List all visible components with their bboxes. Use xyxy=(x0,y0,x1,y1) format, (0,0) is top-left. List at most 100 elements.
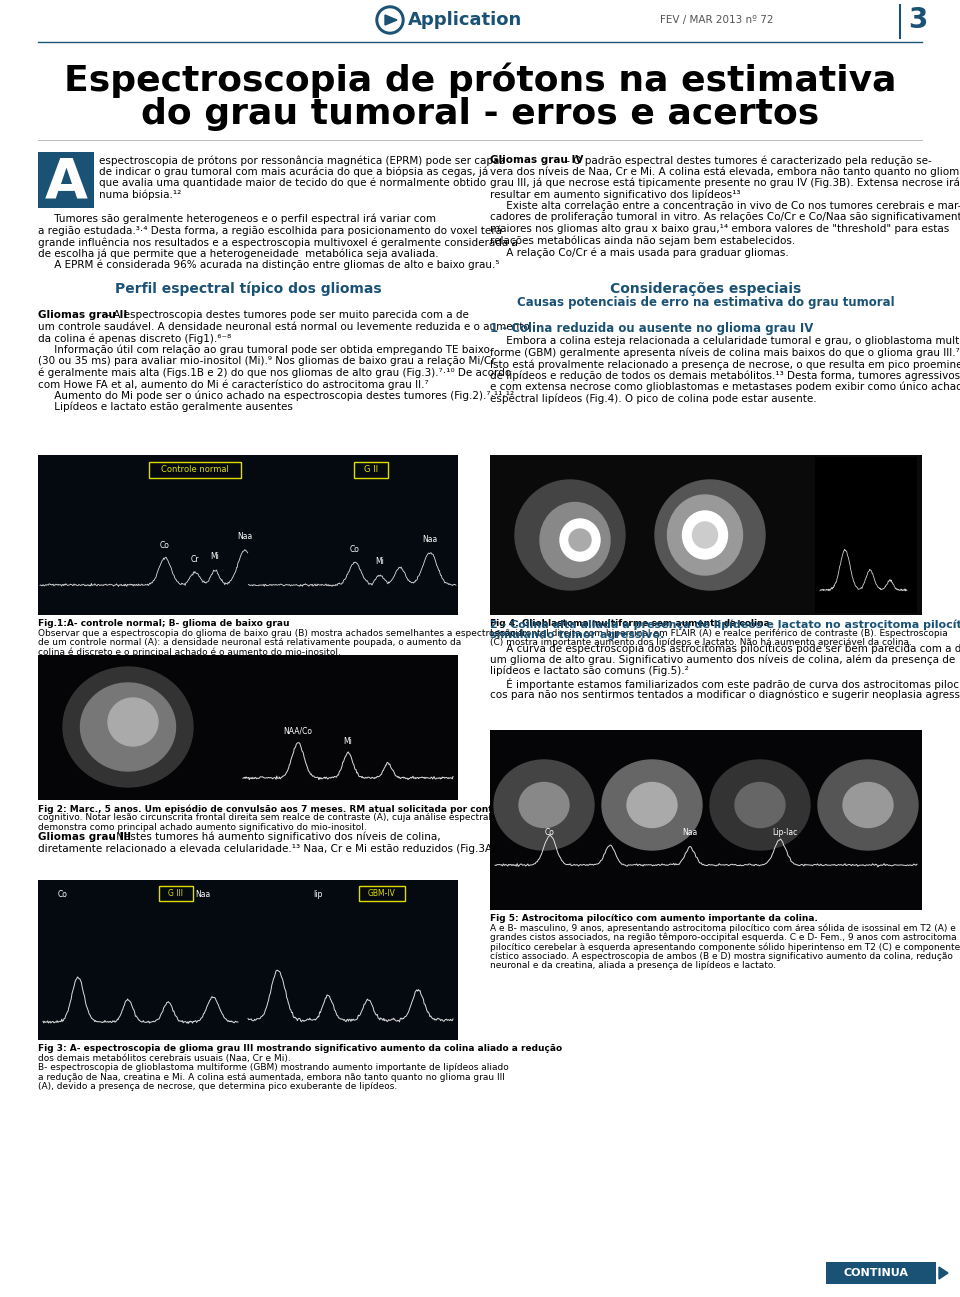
Text: pilocítico cerebelar à esquerda apresentando componente sólido hiperintenso em T: pilocítico cerebelar à esquerda apresent… xyxy=(490,943,960,952)
Text: Lip-lac: Lip-lac xyxy=(773,827,798,837)
Ellipse shape xyxy=(710,760,810,850)
Text: Controle normal: Controle normal xyxy=(161,466,228,475)
Text: de indicar o grau tumoral com mais acurácia do que a biópsia as cegas, já: de indicar o grau tumoral com mais acurá… xyxy=(99,166,489,176)
Text: A curva de espectroscopia dos astrocitomas pilocíticos pode ser bem parecida com: A curva de espectroscopia dos astrocitom… xyxy=(490,643,960,654)
Ellipse shape xyxy=(683,511,728,559)
Text: Gliomas grau IV: Gliomas grau IV xyxy=(490,156,584,165)
Text: - A espectroscopia destes tumores pode ser muito parecida com a de: - A espectroscopia destes tumores pode s… xyxy=(103,310,468,320)
Text: de lipídeos e redução de todos os demais metabólitos.¹³ Desta forma, tumores agr: de lipídeos e redução de todos os demais… xyxy=(490,371,960,381)
Text: Mi: Mi xyxy=(375,556,384,565)
Ellipse shape xyxy=(569,529,591,551)
Text: Gliomas grau III: Gliomas grau III xyxy=(38,831,132,842)
Ellipse shape xyxy=(627,782,677,827)
Text: forme (GBM) geralmente apresenta níveis de colina mais baixos do que o glioma gr: forme (GBM) geralmente apresenta níveis … xyxy=(490,348,960,358)
Bar xyxy=(38,655,458,800)
Text: maiores nos gliomas alto grau x baixo grau,¹⁴ embora valores de "threshold" para: maiores nos gliomas alto grau x baixo gr… xyxy=(490,224,949,233)
Text: A EPRM é considerada 96% acurada na distinção entre gliomas de alto e baixo grau: A EPRM é considerada 96% acurada na dist… xyxy=(38,259,499,271)
Text: - O padrão espectral destes tumores é caracterizado pela redução se-: - O padrão espectral destes tumores é ca… xyxy=(563,156,932,166)
FancyBboxPatch shape xyxy=(354,462,388,479)
Text: 2 - Colina alta aliada a presença de lipídeos e lactato no astrocitoma pilocític: 2 - Colina alta aliada a presença de lip… xyxy=(490,619,960,629)
Text: dos demais metabólitos cerebrais usuais (Naa, Cr e Mi).: dos demais metabólitos cerebrais usuais … xyxy=(38,1053,291,1062)
Text: um controle saudável. A densidade neuronal está normal ou levemente reduzida e o: um controle saudável. A densidade neuron… xyxy=(38,322,530,332)
Text: a região estudada.³·⁴ Desta forma, a região escolhida para posicionamento do vox: a região estudada.³·⁴ Desta forma, a reg… xyxy=(38,226,502,236)
Bar xyxy=(38,455,458,615)
Bar xyxy=(490,455,922,615)
Text: Naa: Naa xyxy=(196,890,210,899)
Text: Mi: Mi xyxy=(344,737,352,746)
Text: simulando tumor agressivo.: simulando tumor agressivo. xyxy=(490,630,664,639)
Ellipse shape xyxy=(515,480,625,590)
Text: Espectroscopia de prótons na estimativa: Espectroscopia de prótons na estimativa xyxy=(63,62,897,97)
Bar xyxy=(826,1262,936,1284)
Ellipse shape xyxy=(494,760,594,850)
Text: Lesão frontal direita com hipersinal em FLAIR (A) e realce periférico de contras: Lesão frontal direita com hipersinal em … xyxy=(490,629,948,638)
Text: a redução de Naa, creatina e Mi. A colina está aumentada, embora não tanto quant: a redução de Naa, creatina e Mi. A colin… xyxy=(38,1073,505,1082)
Text: Isto está provalmente relacionado a presença de necrose, o que resulta em pico p: Isto está provalmente relacionado a pres… xyxy=(490,359,960,370)
Text: que avalia uma quantidade maior de tecido do que é normalmente obtido: que avalia uma quantidade maior de tecid… xyxy=(99,178,486,188)
Text: relações metabólicas ainda não sejam bem estabelecidos.: relações metabólicas ainda não sejam bem… xyxy=(490,236,795,246)
Text: Fig.1:A- controle normal; B- glioma de baixo grau: Fig.1:A- controle normal; B- glioma de b… xyxy=(38,619,290,628)
Text: diretamente relacionado a elevada celularidade.¹³ Naa, Cr e Mi estão reduzidos (: diretamente relacionado a elevada celula… xyxy=(38,843,499,853)
Text: e com extensa necrose como glioblastomas e metastases podem exibir como único ac: e com extensa necrose como glioblastomas… xyxy=(490,383,960,393)
Bar xyxy=(38,879,458,1040)
Text: neuronal e da creatina, aliada a presença de lipídeos e lactato.: neuronal e da creatina, aliada a presenç… xyxy=(490,961,776,970)
Text: Co: Co xyxy=(545,827,555,837)
Text: Naa: Naa xyxy=(237,532,252,541)
Polygon shape xyxy=(939,1267,948,1279)
Text: G III: G III xyxy=(169,888,183,898)
Text: 1 - Colina reduzida ou ausente no glioma grau IV: 1 - Colina reduzida ou ausente no glioma… xyxy=(490,322,813,335)
Ellipse shape xyxy=(108,698,158,746)
Text: do grau tumoral - erros e acertos: do grau tumoral - erros e acertos xyxy=(141,97,819,131)
Text: Tumores são geralmente heterogeneos e o perfil espectral irá variar com: Tumores são geralmente heterogeneos e o … xyxy=(38,214,436,224)
Ellipse shape xyxy=(692,521,717,549)
Text: CONTINUA: CONTINUA xyxy=(844,1268,908,1278)
Text: Existe alta correlação entre a concentração in vivo de Co nos tumores cerebrais : Existe alta correlação entre a concentra… xyxy=(490,201,960,211)
Text: grau III, já que necrose está tipicamente presente no grau IV (Fig.3B). Extensa : grau III, já que necrose está tipicament… xyxy=(490,178,960,188)
Text: FEV / MAR 2013 nº 72: FEV / MAR 2013 nº 72 xyxy=(660,16,774,25)
Text: um glioma de alto grau. Significativo aumento dos níveis de colina, além da pres: um glioma de alto grau. Significativo au… xyxy=(490,655,955,665)
Ellipse shape xyxy=(818,760,918,850)
Text: cístico associado. A espectroscopia de ambos (B e D) mostra significativo aument: cístico associado. A espectroscopia de a… xyxy=(490,952,953,961)
Text: Perfil espectral típico dos gliomas: Perfil espectral típico dos gliomas xyxy=(114,281,381,297)
Text: 3: 3 xyxy=(908,6,927,34)
Text: Causas potenciais de erro na estimativa do grau tumoral: Causas potenciais de erro na estimativa … xyxy=(517,296,895,309)
Text: (C) mostra importante aumento dos lipídeos e lactato. Não há aumento apreciável : (C) mostra importante aumento dos lipíde… xyxy=(490,638,912,647)
Text: cos para não nos sentirmos tentados a modificar o diagnóstico e sugerir neoplasi: cos para não nos sentirmos tentados a mo… xyxy=(490,689,960,699)
Text: Co: Co xyxy=(350,545,360,554)
Text: A relação Co/Cr é a mais usada para graduar gliomas.: A relação Co/Cr é a mais usada para grad… xyxy=(490,246,789,258)
Text: Application: Application xyxy=(408,10,522,29)
Text: Naa: Naa xyxy=(683,827,698,837)
FancyBboxPatch shape xyxy=(159,886,193,901)
Ellipse shape xyxy=(735,782,785,827)
Text: grande influência nos resultados e a espectroscopia multivoxel é geralmente cons: grande influência nos resultados e a esp… xyxy=(38,237,517,248)
Ellipse shape xyxy=(63,667,193,787)
Text: (30 ou 35 ms) para avaliar mio-inositol (Mi).⁹ Nos gliomas de baixo grau a relaç: (30 ou 35 ms) para avaliar mio-inositol … xyxy=(38,355,495,366)
Text: NAA/Co: NAA/Co xyxy=(283,728,313,735)
Text: da colina é apenas discreto (Fig1).⁶⁻⁸: da colina é apenas discreto (Fig1).⁶⁻⁸ xyxy=(38,333,231,344)
Text: Co: Co xyxy=(160,541,170,550)
Ellipse shape xyxy=(602,760,702,850)
Text: Gliomas grau II: Gliomas grau II xyxy=(38,310,128,320)
FancyBboxPatch shape xyxy=(359,886,405,901)
Text: A: A xyxy=(44,156,87,209)
Text: vera dos níveis de Naa, Cr e Mi. A colina está elevada, embora não tanto quanto : vera dos níveis de Naa, Cr e Mi. A colin… xyxy=(490,166,960,176)
Ellipse shape xyxy=(81,684,176,770)
Ellipse shape xyxy=(540,502,610,577)
Polygon shape xyxy=(385,16,397,25)
Text: Fig 4: Glioblastoma multiforme sem aumento da colina: Fig 4: Glioblastoma multiforme sem aumen… xyxy=(490,619,770,628)
Text: A e B- masculino, 9 anos, apresentando astrocitoma pilocítico com área sólida de: A e B- masculino, 9 anos, apresentando a… xyxy=(490,923,956,933)
Text: (A), devido a presença de necrose, que determina pico exuberante de lipídeos.: (A), devido a presença de necrose, que d… xyxy=(38,1082,397,1091)
Bar xyxy=(490,730,922,910)
Text: Fig 3: A- espectroscopia de glioma grau III mostrando significativo aumento da c: Fig 3: A- espectroscopia de glioma grau … xyxy=(38,1044,563,1053)
Ellipse shape xyxy=(560,519,600,562)
Text: cadores de proliferação tumoral in vitro. As relações Co/Cr e Co/Naa são signifi: cadores de proliferação tumoral in vitro… xyxy=(490,213,960,223)
Text: Cr: Cr xyxy=(191,555,200,563)
Text: colina é discreto e o principal achado é o aumento do mio-inositol.: colina é discreto e o principal achado é… xyxy=(38,647,341,658)
Text: espectral lipídeos (Fig.4). O pico de colina pode estar ausente.: espectral lipídeos (Fig.4). O pico de co… xyxy=(490,393,817,403)
Ellipse shape xyxy=(519,782,569,827)
Text: Observar que a espectroscopia do glioma de baixo grau (B) mostra achados semelha: Observar que a espectroscopia do glioma … xyxy=(38,629,523,638)
Text: G II: G II xyxy=(364,466,378,475)
Text: GBM-IV: GBM-IV xyxy=(368,888,396,898)
Text: lip: lip xyxy=(313,890,323,899)
Ellipse shape xyxy=(843,782,893,827)
